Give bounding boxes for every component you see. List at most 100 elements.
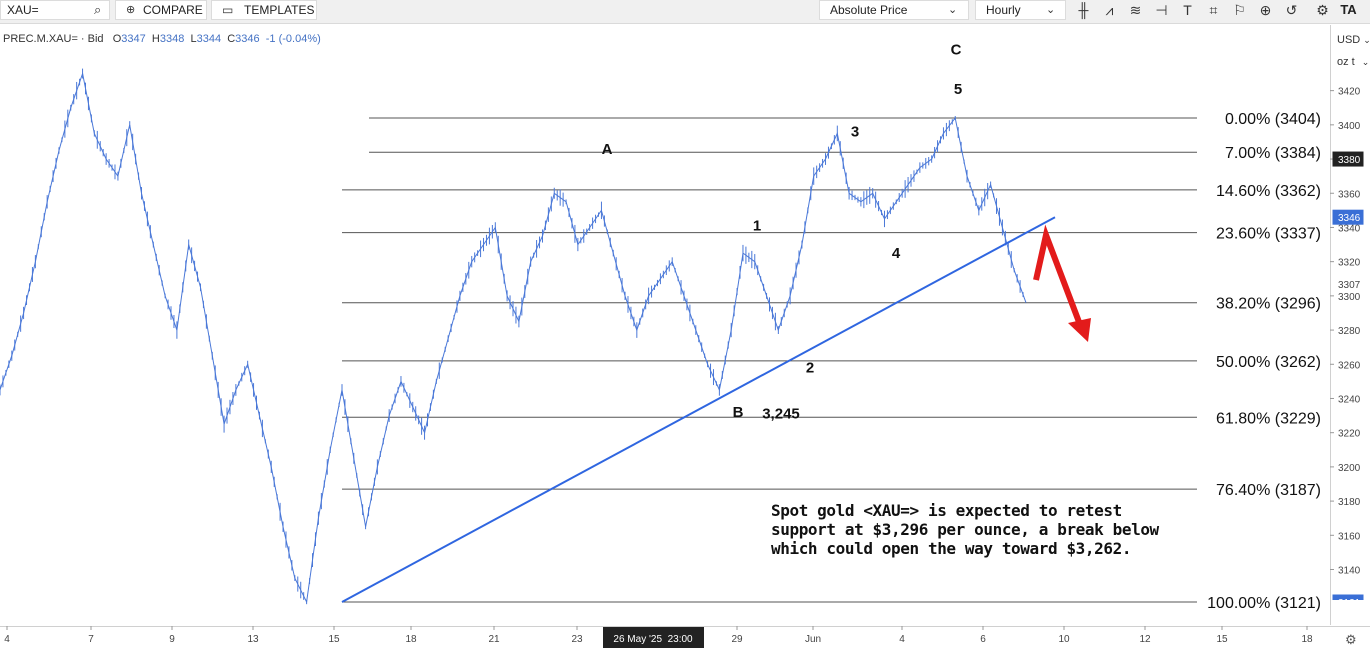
low-label: L	[190, 33, 197, 45]
high-label: H	[151, 33, 160, 45]
x-tick-label: 12	[1139, 634, 1151, 645]
x-tick-label: 6	[980, 634, 986, 645]
x-tick-label: 18	[1301, 634, 1313, 645]
y-tick-label: 3340	[1338, 223, 1361, 234]
y-tick-label: 3200	[1338, 463, 1361, 474]
zoom-icon[interactable]: ⊕	[1259, 2, 1272, 18]
price-badge	[1332, 151, 1364, 167]
x-tick-label: 23	[571, 634, 583, 645]
x-tick-label: 29	[731, 634, 743, 645]
instrument-name: PREC.M.XAU= · Bid	[3, 33, 104, 45]
y-tick-label: 3140	[1338, 566, 1361, 577]
high-value: 3348	[159, 33, 185, 45]
fib-label: 0.00% (3404)	[1225, 111, 1321, 128]
text-tool-icon[interactable]: T	[1183, 2, 1192, 18]
chevron-down-icon: ⌄	[1361, 57, 1370, 67]
interval-value: Hourly	[986, 3, 1021, 17]
y-tick-label: 3360	[1338, 189, 1361, 200]
compare-icon: ⊕	[126, 4, 136, 16]
forecast-arrow-line	[1033, 224, 1082, 324]
price-badge-label: 3307	[1338, 280, 1361, 291]
search-icon[interactable]: ⌕	[94, 2, 102, 17]
annotation-icon[interactable]: ⚐	[1233, 2, 1246, 18]
symbol-search-input[interactable]: XAU= ⌕	[0, 0, 110, 20]
wave-label: 2	[806, 360, 814, 377]
wave-label: 4	[892, 245, 901, 262]
crosshair-time-label: 26 May '25 23:00	[613, 634, 693, 645]
x-tick-label: 9	[169, 634, 175, 645]
low-value-label: 3,245	[762, 405, 800, 422]
y-tick-label: 3160	[1338, 531, 1361, 542]
compare-button[interactable]: ⊕ COMPARE	[115, 0, 207, 20]
annotation-line: support at $3,296 per ounce, a break bel…	[771, 520, 1159, 539]
annotation-line: which could open the way toward $3,262.	[771, 539, 1132, 558]
wave-label: A	[602, 141, 613, 158]
x-tick-label: 10	[1058, 634, 1070, 645]
chevron-down-icon: ⌄	[1363, 35, 1370, 45]
open-label: O	[112, 33, 122, 45]
y-tick-label: 3300	[1338, 292, 1361, 303]
y-tick-label: 3420	[1338, 87, 1361, 98]
price-mode-value: Absolute Price	[830, 3, 908, 17]
indicator-icon[interactable]: ≋	[1129, 2, 1142, 18]
templates-label: TEMPLATES	[244, 3, 315, 17]
compare-label: COMPARE	[143, 3, 203, 17]
reset-zoom-icon[interactable]: ↺	[1285, 2, 1298, 18]
folder-icon: ▭	[222, 3, 234, 17]
y-tick-label: 3400	[1338, 121, 1361, 132]
fib-label: 23.60% (3337)	[1216, 226, 1321, 243]
logo: TA	[1340, 2, 1357, 17]
x-tick-label: 18	[405, 634, 417, 645]
price-axis[interactable]: USD ⌄ oz t ⌄	[1330, 25, 1370, 625]
x-tick-label: 21	[488, 634, 500, 645]
fib-label: 14.60% (3362)	[1216, 183, 1321, 200]
price-mode-select[interactable]: Absolute Price ⌄	[819, 0, 969, 20]
chart-style-icon[interactable]: ⩘	[1105, 2, 1114, 18]
analysis-annotation: Spot gold <XAU=> is expected to retest s…	[771, 501, 1171, 558]
toolbar: XAU= ⌕ ⊕ COMPARE ▭ TEMPLATES Absolute Pr…	[0, 0, 1370, 24]
price-badge-label: 3121	[1338, 598, 1361, 600]
x-tick-label: 15	[1216, 634, 1228, 645]
price-badge-label: 3346	[1338, 213, 1361, 224]
toolbar-icons: ╫ ⩘ ≋ ⊣ T ⌗ ⚐ ⊕ ↺ ⚙ TA	[1074, 0, 1358, 20]
currency-label: USD	[1337, 34, 1361, 46]
chevron-down-icon: ⌄	[948, 4, 958, 16]
x-tick-label: 13	[247, 634, 259, 645]
drawing-tool-icon[interactable]: ⊣	[1155, 2, 1168, 18]
x-tick-label: 4	[4, 634, 10, 645]
templates-button[interactable]: ▭ TEMPLATES	[211, 0, 317, 20]
interval-select[interactable]: Hourly ⌄	[975, 0, 1066, 20]
open-value: 3347	[121, 33, 146, 45]
fib-label: 38.20% (3296)	[1216, 296, 1321, 313]
chevron-down-icon: ⌄	[1046, 4, 1056, 16]
candlestick-icon[interactable]: ╫	[1078, 2, 1089, 18]
y-tick-label: 3240	[1338, 394, 1361, 405]
price-badge-label: 3380	[1338, 155, 1361, 166]
wave-label: 1	[753, 218, 761, 235]
fib-label: 61.80% (3229)	[1216, 410, 1321, 427]
x-axis-ticks: 4 7 9 13 15 18 21 23 29 Jun 4 6 10 12 15 18 26 May '25 2…	[4, 626, 1313, 648]
unit-select[interactable]: oz t ⌄	[1337, 56, 1369, 68]
settings-icon[interactable]: ⚙	[1345, 632, 1357, 647]
fib-label: 50.00% (3262)	[1216, 354, 1321, 371]
settings-icon[interactable]: ⚙	[1316, 2, 1329, 18]
price-badge	[1332, 209, 1364, 225]
y-tick-label: 3320	[1338, 258, 1361, 269]
shape-icon[interactable]: ⌗	[1209, 2, 1218, 18]
x-tick-label: 7	[88, 634, 94, 645]
close-label: C	[227, 33, 236, 45]
symbol-text: XAU=	[7, 3, 39, 17]
forecast-arrowhead	[1068, 318, 1091, 342]
wave-label: 5	[954, 81, 962, 98]
wave-label: 3	[851, 124, 859, 141]
y-tick-label: 3180	[1338, 497, 1361, 508]
price-badge	[1332, 276, 1364, 292]
x-tick-label: 15	[328, 634, 340, 645]
change-value: -1 (-0.04%)	[265, 33, 321, 45]
wave-label: B	[733, 404, 744, 421]
y-tick-label: 3220	[1338, 429, 1361, 440]
y-tick-label: 3280	[1338, 326, 1361, 337]
currency-select[interactable]: USD ⌄	[1337, 34, 1370, 46]
fib-label: 7.00% (3384)	[1225, 145, 1321, 162]
crosshair-time-badge	[603, 627, 704, 648]
